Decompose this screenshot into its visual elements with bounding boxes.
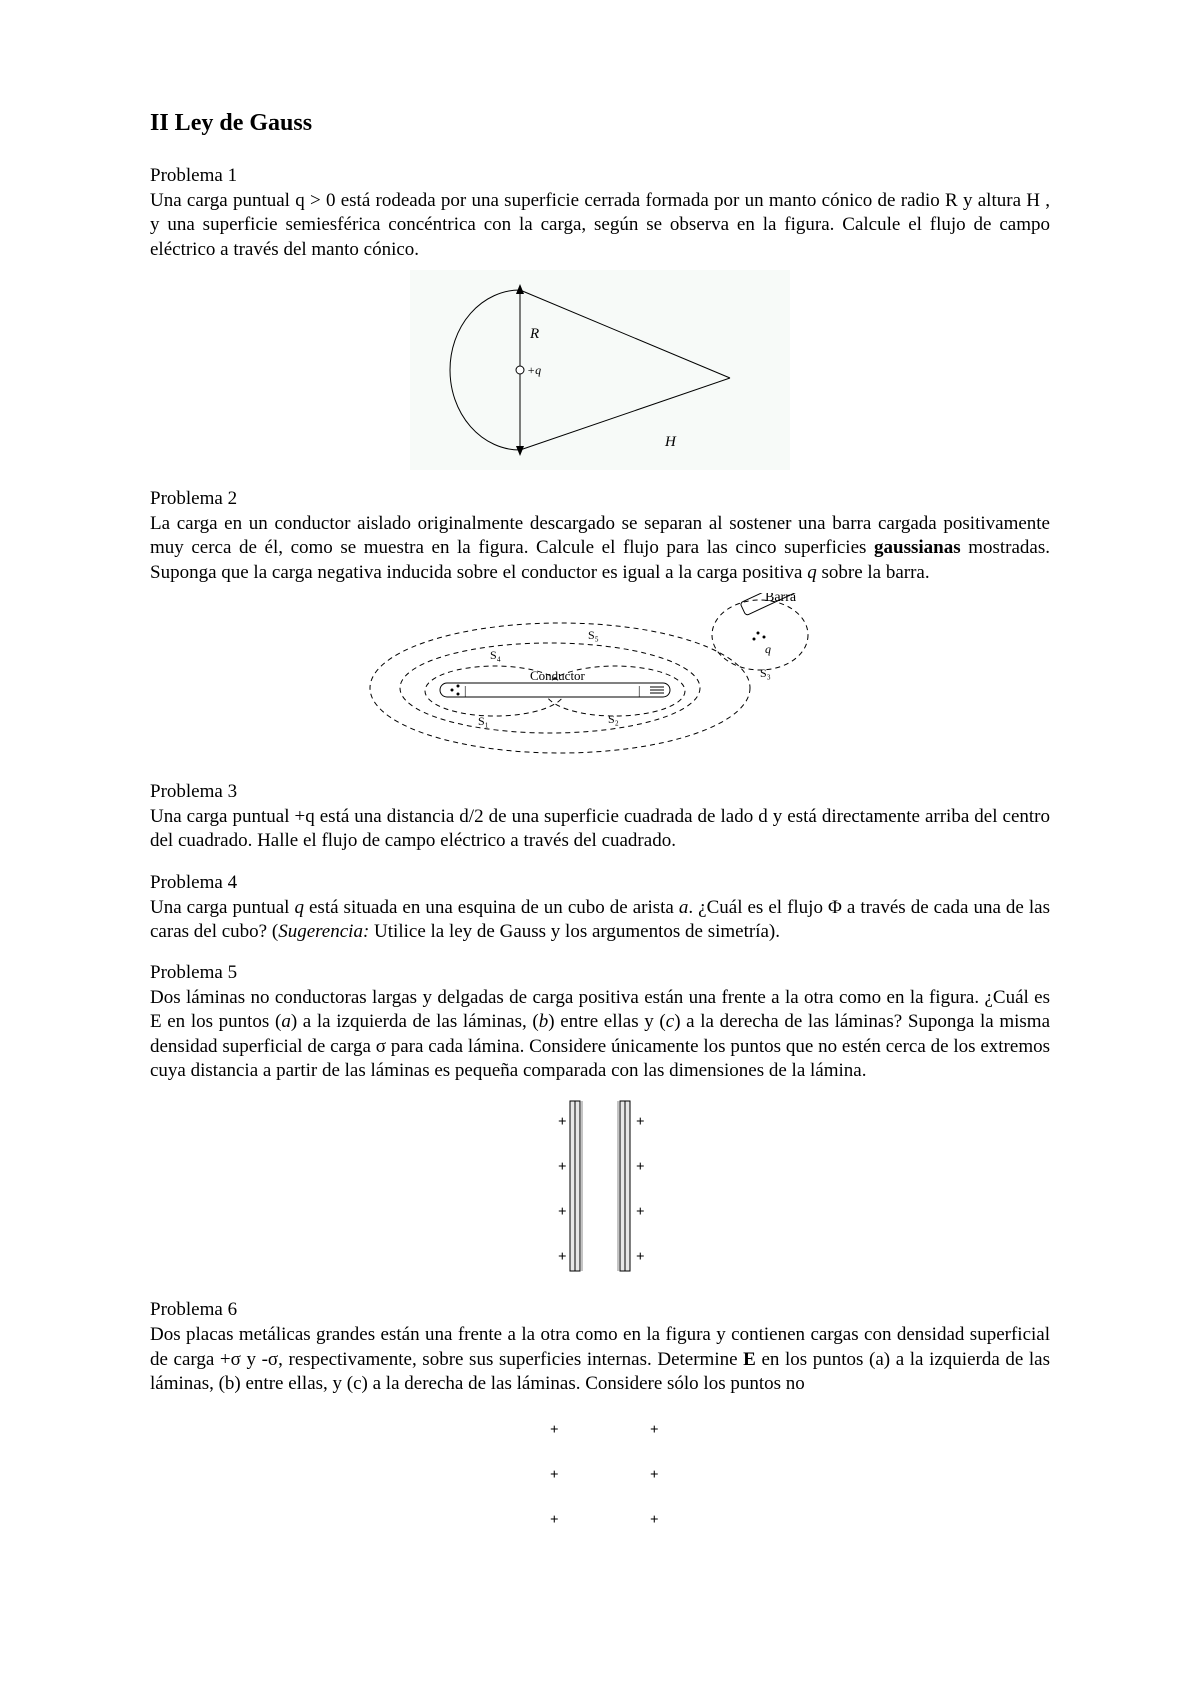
page-title: II Ley de Gauss: [150, 110, 1050, 137]
svg-text:+: +: [558, 1159, 567, 1175]
problem-3-heading: Problema 3: [150, 781, 1050, 803]
figure-6-svg: + + + + + +: [500, 1404, 700, 1544]
problem-4-text: Una carga puntual q está situada en una …: [150, 896, 1050, 945]
figure-5: + + + + + + + +: [150, 1091, 1050, 1281]
figure-2-svg: | | Barra Conductor S₁ S₂ S₃ S₄ S₅ q: [360, 593, 840, 763]
problem-1-heading: Problema 1: [150, 165, 1050, 187]
svg-text:S₁: S₁: [478, 714, 489, 728]
svg-text:+: +: [650, 1422, 659, 1438]
svg-text:+: +: [550, 1467, 559, 1483]
svg-text:|: |: [638, 683, 640, 697]
svg-text:|: |: [464, 683, 466, 697]
svg-text:+: +: [636, 1114, 645, 1130]
svg-text:q: q: [765, 642, 771, 656]
svg-text:H: H: [664, 434, 677, 450]
svg-text:+: +: [550, 1512, 559, 1528]
figure-2: | | Barra Conductor S₁ S₂ S₃ S₄ S₅ q: [150, 593, 1050, 763]
problem-2-heading: Problema 2: [150, 488, 1050, 510]
svg-text:+: +: [650, 1512, 659, 1528]
svg-text:R: R: [529, 326, 539, 342]
figure-6: + + + + + +: [150, 1404, 1050, 1544]
figure-1-svg: R +q H: [410, 270, 790, 470]
problem-1-text: Una carga puntual q > 0 está rodeada por…: [150, 189, 1050, 262]
problem-5-text: Dos láminas no conductoras largas y delg…: [150, 986, 1050, 1083]
svg-text:+: +: [636, 1249, 645, 1265]
svg-text:Conductor: Conductor: [530, 668, 586, 683]
figure-5-svg: + + + + + + + +: [500, 1091, 700, 1281]
problem-5-heading: Problema 5: [150, 962, 1050, 984]
svg-text:+: +: [636, 1159, 645, 1175]
problem-4-heading: Problema 4: [150, 872, 1050, 894]
svg-text:+: +: [558, 1114, 567, 1130]
problem-3-text: Una carga puntual +q está una distancia …: [150, 805, 1050, 854]
svg-text:+: +: [650, 1467, 659, 1483]
figure-1: R +q H: [150, 270, 1050, 470]
svg-text:S₂: S₂: [608, 712, 619, 726]
svg-text:+: +: [558, 1204, 567, 1220]
svg-text:+: +: [636, 1204, 645, 1220]
svg-text:+q: +q: [527, 363, 541, 377]
problem-6-heading: Problema 6: [150, 1299, 1050, 1321]
svg-text:Barra: Barra: [765, 593, 797, 605]
svg-text:+: +: [558, 1249, 567, 1265]
problem-2-text: La carga en un conductor aislado origina…: [150, 512, 1050, 585]
svg-text:+: +: [550, 1422, 559, 1438]
document-page: II Ley de Gauss Problema 1 Una carga pun…: [0, 0, 1200, 1698]
problem-6-text: Dos placas metálicas grandes están una f…: [150, 1323, 1050, 1396]
svg-text:S₃: S₃: [760, 666, 771, 680]
svg-text:S₄: S₄: [490, 648, 501, 662]
svg-text:S₅: S₅: [588, 628, 599, 642]
